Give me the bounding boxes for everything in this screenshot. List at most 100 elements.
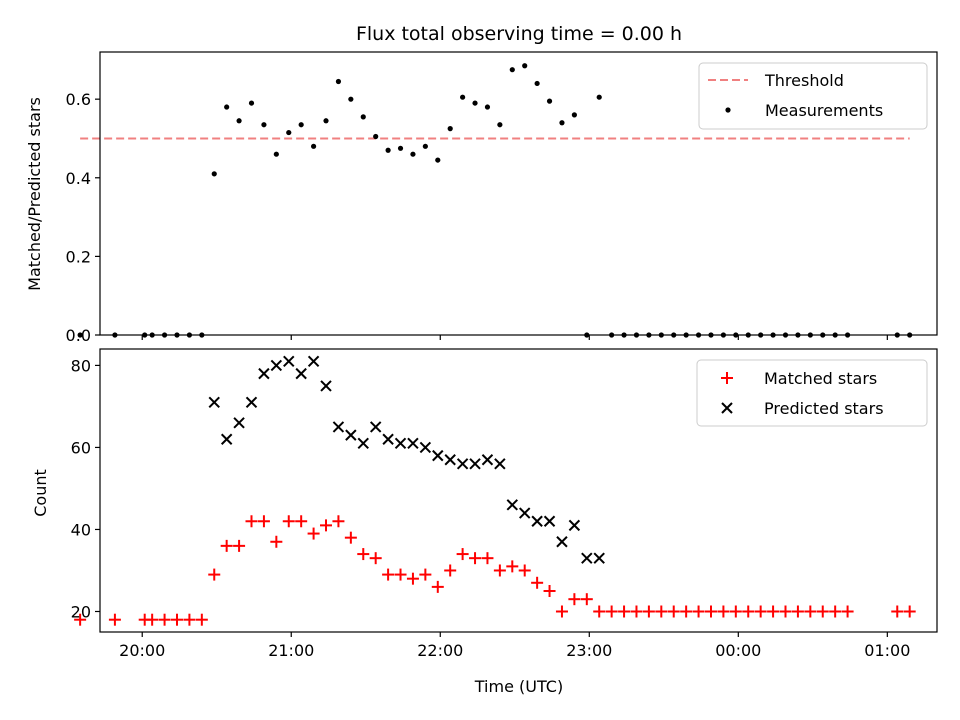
matched-stars-point: [642, 605, 655, 618]
top-x-ticks: [141, 335, 888, 340]
measurement-point: [410, 151, 416, 157]
matched-stars-point: [816, 605, 829, 618]
measurement-point: [571, 112, 577, 118]
matched-stars-point: [891, 605, 904, 618]
matched-stars-point: [580, 593, 593, 606]
predicted-stars-point: [432, 449, 444, 462]
matched-stars-point: [630, 605, 643, 618]
matched-stars-point: [717, 605, 730, 618]
predicted-stars-point: [593, 552, 605, 564]
predicted-stars-point: [568, 519, 581, 532]
matched-stars-point: [729, 605, 742, 618]
matched-stars-point: [754, 605, 767, 618]
matched-stars-point: [369, 552, 382, 565]
predicted-stars-point: [295, 367, 307, 380]
matched-stars-point: [469, 552, 482, 565]
matched-stars-point: [742, 605, 755, 618]
x-tick-label: 01:00: [864, 641, 910, 660]
measurement-point: [348, 96, 354, 102]
chart-title: Flux total observing time = 0.00 h: [356, 23, 682, 45]
matched-stars-point: [903, 605, 916, 618]
top-axes-frame: [99, 51, 938, 336]
matched-stars-point: [357, 548, 370, 561]
matched-stars-point: [170, 613, 183, 626]
matched-stars-point: [431, 580, 444, 593]
measurement-point: [273, 151, 279, 157]
x-tick-label: 20:00: [119, 641, 165, 660]
measurement-point: [472, 100, 478, 106]
matched-stars-point: [680, 605, 693, 618]
matched-stars-point: [208, 568, 221, 581]
predicted-stars-point: [519, 507, 531, 519]
matched-stars-point: [531, 576, 544, 589]
bottom-x-ticks: 20:00 21:00 22:00 23:00 00:00 01:00: [119, 632, 910, 660]
predicted-stars-point: [419, 441, 432, 454]
measurement-point: [385, 147, 391, 153]
top-y-tick-label: 0.4: [66, 169, 91, 188]
legend-measurements-marker: [725, 107, 731, 113]
top-y-ticks: 0.0 0.2 0.4 0.6: [66, 90, 100, 345]
top-y-axis-label: Matched/Predicted stars: [25, 97, 44, 291]
matched-stars-point: [382, 568, 395, 581]
matched-stars-point: [295, 515, 308, 528]
measurement-point: [224, 104, 230, 110]
matched-stars-point: [220, 539, 233, 552]
measurement-point: [447, 126, 453, 132]
predicted-stars-point: [369, 421, 382, 433]
matched-stars-point: [257, 515, 270, 528]
predicted-stars-point: [407, 437, 419, 450]
legend-matched-marker: [721, 372, 733, 384]
bottom-y-tick-label: 60: [71, 438, 91, 457]
matched-stars-point: [270, 535, 283, 548]
predicted-stars-point: [581, 552, 593, 564]
measurement-point: [460, 94, 466, 100]
matched-stars-point: [791, 605, 804, 618]
measurement-point: [335, 78, 342, 85]
predicted-stars-point: [345, 429, 357, 441]
measurement-point: [310, 143, 317, 149]
x-tick-label: 22:00: [417, 641, 463, 660]
predicted-stars-point: [469, 458, 481, 470]
measurement-point: [77, 332, 83, 338]
predicted-stars-point: [531, 515, 543, 527]
top-y-tick-label: 0.2: [66, 247, 91, 266]
measurement-point: [236, 118, 242, 124]
measurement-point: [435, 157, 441, 163]
measurement-point: [397, 145, 404, 151]
bottom-y-axis-label: Count: [31, 469, 50, 517]
x-tick-label: 23:00: [566, 641, 612, 660]
measurement-point: [422, 143, 428, 149]
matched-stars-point: [146, 613, 159, 626]
matched-stars-point: [183, 613, 196, 626]
measurement-point: [546, 98, 553, 104]
measurement-point: [248, 100, 255, 106]
predicted-stars-point: [258, 367, 270, 380]
top-panel: 0.0 0.2 0.4 0.6 Matched/Predicted stars Thr…: [25, 51, 938, 345]
matched-stars-point: [506, 560, 519, 573]
matched-stars-point: [841, 605, 854, 618]
legend-predicted-label: Predicted stars: [764, 399, 884, 418]
legend-measurements-label: Measurements: [765, 101, 883, 120]
measurement-point: [261, 122, 267, 128]
predicted-stars-point: [494, 458, 506, 470]
measurement-point: [360, 114, 366, 120]
matched-stars-point: [245, 515, 258, 528]
matched-stars-point: [779, 605, 792, 618]
bottom-y-tick-label: 20: [71, 602, 91, 621]
matched-stars-point: [108, 613, 121, 626]
top-y-tick-label: 0.0: [66, 326, 91, 345]
matched-stars-point: [692, 605, 705, 618]
bottom-y-tick-label: 80: [71, 356, 91, 375]
matched-stars-point: [233, 539, 246, 552]
x-tick-label: 21:00: [268, 641, 314, 660]
matched-stars-point: [74, 613, 87, 626]
measurement-point: [286, 129, 292, 136]
bottom-y-ticks: 20 40 60 80: [71, 356, 100, 621]
measurement-point: [509, 67, 515, 73]
matched-stars-point: [804, 605, 817, 618]
measurement-point: [484, 104, 491, 110]
matched-stars-point: [282, 515, 295, 528]
matched-stars-point: [320, 519, 333, 532]
